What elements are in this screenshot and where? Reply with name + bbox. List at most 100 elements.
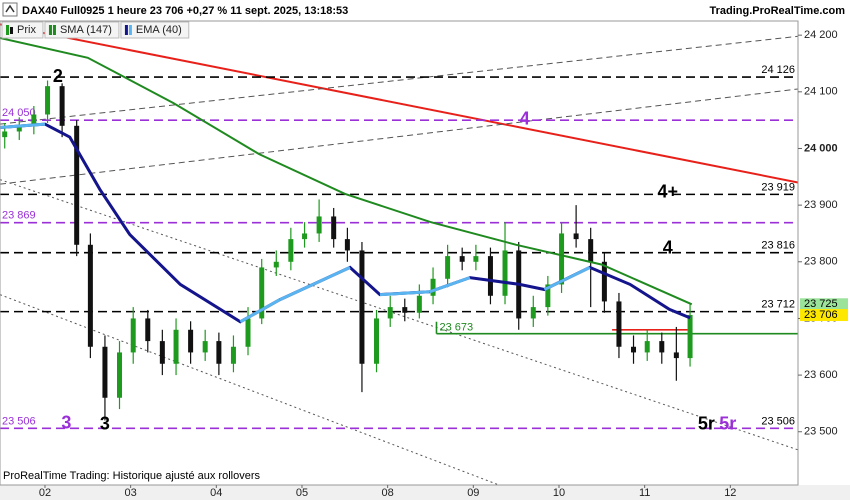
legend-label: SMA (147): [60, 24, 112, 36]
legend-item: EMA (40): [120, 21, 190, 39]
y-tick-label: 23 500: [804, 426, 838, 438]
level-left-label: 23 869: [2, 210, 36, 222]
candle-body: [374, 318, 380, 364]
indicator-line: [0, 37, 693, 306]
candle-body: [202, 341, 208, 353]
candle-body: [445, 256, 451, 279]
candle-body: [130, 318, 136, 353]
x-tick-label: 09: [467, 487, 479, 499]
y-tick-label: 23 600: [804, 369, 838, 381]
candle-body: [288, 239, 294, 262]
candle-body: [473, 256, 479, 262]
candle-body: [273, 261, 279, 268]
level-label: 23 506: [761, 415, 795, 427]
level-label: 24 126: [761, 64, 795, 76]
menu-icon[interactable]: [2, 2, 18, 17]
wave-label: 4+: [658, 181, 679, 201]
candle-body: [659, 341, 665, 353]
candle-body: [601, 261, 607, 302]
x-tick-label: 05: [296, 487, 308, 499]
indicator-rising-segment: [279, 266, 351, 302]
wave-label: 5r: [719, 414, 736, 434]
indicator-line: [0, 122, 691, 324]
x-tick-label: 03: [125, 487, 137, 499]
x-tick-label: 10: [553, 487, 565, 499]
candle-body: [687, 315, 693, 359]
indicator-rising-segment: [0, 122, 46, 130]
candle-body: [302, 233, 308, 240]
legend-icon: [128, 25, 132, 35]
candle-body: [545, 284, 551, 308]
indicator-rising-segment: [543, 266, 591, 291]
candle-body: [502, 250, 508, 296]
trend-line: [0, 88, 798, 185]
trend-line: [0, 294, 500, 485]
level-label: 23 816: [761, 240, 795, 252]
plot-border: [0, 20, 799, 486]
price-tag: [800, 309, 848, 322]
y-tick-label: 24 100: [804, 86, 838, 98]
header-title: DAX40 Full0925 1 heure 23 706 +0,27 % 11…: [22, 5, 348, 17]
candle-body: [387, 307, 393, 319]
candle-body: [117, 352, 123, 398]
candle-body: [31, 114, 37, 126]
level-left-label: 24 050: [2, 107, 36, 119]
candle-body: [487, 256, 493, 296]
x-axis-band: [0, 485, 850, 500]
legend-item: SMA (147): [44, 21, 120, 39]
legend-icon: [52, 25, 56, 35]
candle-body: [188, 329, 194, 353]
legend-icon: [124, 25, 128, 35]
candle-body: [644, 341, 650, 353]
candle-body: [402, 307, 408, 313]
candle-body: [45, 86, 51, 115]
trend-line: [0, 35, 798, 125]
candle-body: [588, 239, 594, 262]
footer-note: ProRealTime Trading: Historique ajusté a…: [3, 470, 260, 482]
trend-line: [0, 23, 798, 184]
level-label: 23 712: [761, 299, 795, 311]
candle-body: [16, 125, 22, 132]
indicator-rising-segment: [239, 298, 281, 324]
candle-body: [359, 250, 365, 364]
candle-body: [87, 244, 93, 347]
legend-icon: [10, 27, 13, 34]
y-tick-label: 24 000: [804, 142, 838, 154]
wave-label: 5r: [698, 414, 715, 434]
candle-body: [331, 216, 337, 240]
candle-body: [230, 346, 236, 364]
legend-item: Prix: [1, 21, 44, 39]
wave-label: 4: [663, 238, 673, 258]
candle-body: [559, 233, 565, 285]
y-tick-label: 23 800: [804, 256, 838, 268]
price-tag: [800, 298, 848, 311]
legend-icon: [6, 25, 9, 35]
candle-body: [259, 267, 265, 319]
candle-body: [530, 307, 536, 319]
candle-body: [573, 233, 579, 240]
trend-line: [0, 179, 798, 451]
x-tick-label: 12: [724, 487, 736, 499]
candle-body: [145, 318, 151, 342]
y-tick-label: 23 900: [804, 199, 838, 211]
indicator-rising-segment: [429, 276, 471, 294]
wave-label: 4: [520, 108, 530, 128]
indicator-rising-segment: [379, 290, 430, 297]
menu-icon-glyph: [5, 4, 15, 13]
wave-label: 2: [53, 66, 63, 86]
candle-body: [616, 301, 622, 347]
candle-body: [316, 216, 322, 234]
wave-label: 3: [100, 414, 110, 434]
candle-body: [102, 346, 108, 398]
legend-label: Prix: [17, 24, 36, 36]
level-label: 23 919: [761, 181, 795, 193]
candle-body: [631, 346, 637, 353]
candle-body: [216, 341, 222, 364]
candle-body: [74, 125, 80, 245]
legend-box: [120, 21, 190, 39]
x-tick-label: 08: [382, 487, 394, 499]
candle-body: [245, 318, 251, 347]
price-tag-label: 23 725: [804, 298, 838, 310]
